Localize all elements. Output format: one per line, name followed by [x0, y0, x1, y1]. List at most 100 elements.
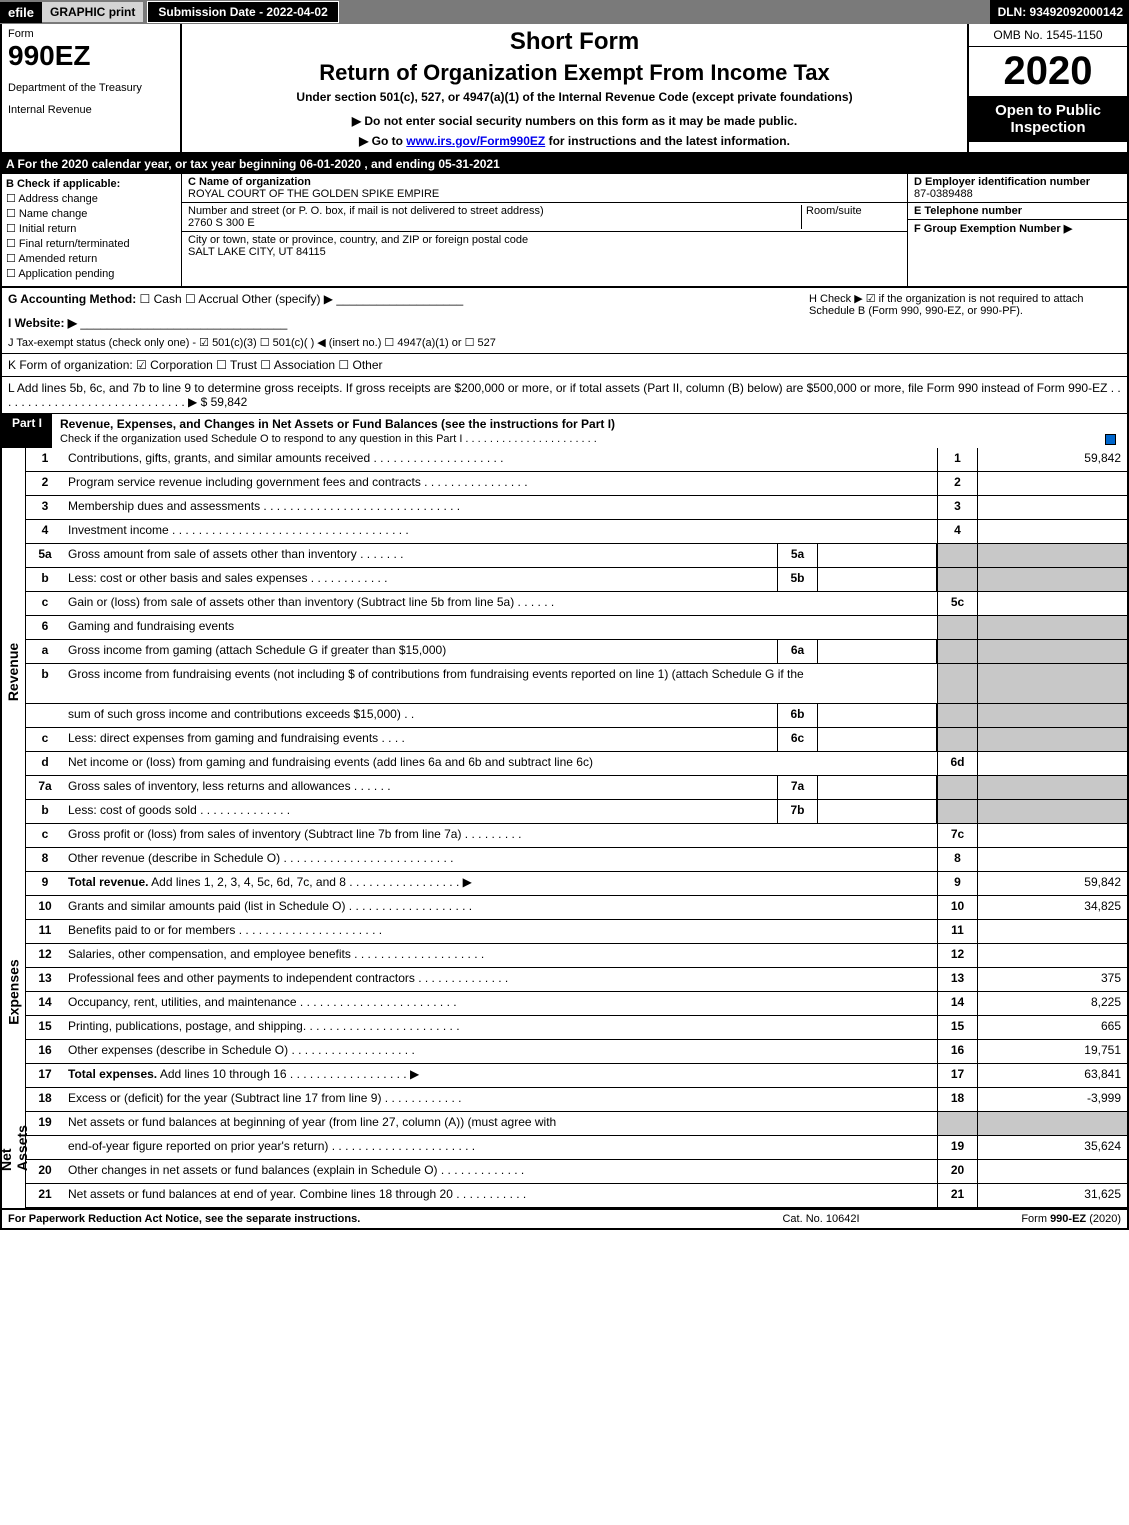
line-row: 8Other revenue (describe in Schedule O) … — [26, 848, 1127, 872]
check-address[interactable]: ☐ Address change — [6, 192, 177, 205]
form-label: Form — [8, 28, 174, 40]
gross-receipts: 59,842 — [211, 395, 248, 409]
short-form-title: Short Form — [190, 28, 959, 56]
mid-line-number: 6a — [777, 640, 817, 663]
line-number: 7a — [26, 776, 64, 799]
line-desc: Total revenue. Add lines 1, 2, 3, 4, 5c,… — [64, 872, 937, 895]
right-line-number: 19 — [937, 1136, 977, 1159]
line-desc: Net assets or fund balances at beginning… — [64, 1112, 937, 1135]
line-desc: Other changes in net assets or fund bala… — [64, 1160, 937, 1183]
irs-link[interactable]: www.irs.gov/Form990EZ — [406, 134, 545, 148]
line-row: 1Contributions, gifts, grants, and simil… — [26, 448, 1127, 472]
line-row: 19Net assets or fund balances at beginni… — [26, 1112, 1127, 1136]
line-desc: Gross income from gaming (attach Schedul… — [64, 640, 777, 663]
line-number: 16 — [26, 1040, 64, 1063]
mid-line-number: 5a — [777, 544, 817, 567]
check-final[interactable]: ☐ Final return/terminated — [6, 237, 177, 250]
line-number: 2 — [26, 472, 64, 495]
line-desc: Net income or (loss) from gaming and fun… — [64, 752, 937, 775]
line-number: 6 — [26, 616, 64, 639]
mid-value — [817, 544, 937, 567]
line-value: 665 — [977, 1016, 1127, 1039]
line-row: 3Membership dues and assessments . . . .… — [26, 496, 1127, 520]
line-number: 1 — [26, 448, 64, 471]
top-bar: efile GRAPHIC print Submission Date - 20… — [0, 0, 1129, 24]
h-check: H Check ▶ ☑ if the organization is not r… — [801, 292, 1121, 349]
line-number: 4 — [26, 520, 64, 543]
check-amended[interactable]: ☐ Amended return — [6, 252, 177, 265]
line-number: b — [26, 664, 64, 703]
mid-value — [817, 704, 937, 727]
line-value: 375 — [977, 968, 1127, 991]
line-desc: Total expenses. Add lines 10 through 16 … — [64, 1064, 937, 1087]
right-line-number: 6d — [937, 752, 977, 775]
line-value — [977, 752, 1127, 775]
check-if-applicable: B Check if applicable: ☐ Address change … — [2, 174, 182, 286]
right-line-number: 16 — [937, 1040, 977, 1063]
mid-value — [817, 568, 937, 591]
line-number: b — [26, 800, 64, 823]
right-line-number: 5c — [937, 592, 977, 615]
line-row: bGross income from fundraising events (n… — [26, 664, 1127, 704]
org-name-row: C Name of organization ROYAL COURT OF TH… — [182, 174, 907, 203]
line-value: -3,999 — [977, 1088, 1127, 1111]
section-b: B Check if applicable: ☐ Address change … — [0, 174, 1129, 288]
g-h-row: G Accounting Method: ☐ Cash ☐ Accrual Ot… — [0, 288, 1129, 354]
line-desc: sum of such gross income and contributio… — [64, 704, 777, 727]
line-number — [26, 1136, 64, 1159]
right-info: D Employer identification number 87-0389… — [907, 174, 1127, 286]
dept-treasury: Department of the Treasury — [8, 82, 174, 94]
mid-value — [817, 728, 937, 751]
line-desc: end-of-year figure reported on prior yea… — [64, 1136, 937, 1159]
line-number: b — [26, 568, 64, 591]
tax-exempt-status: J Tax-exempt status (check only one) - ☑… — [8, 336, 801, 349]
check-name[interactable]: ☐ Name change — [6, 207, 177, 220]
line-number: 19 — [26, 1112, 64, 1135]
netassets-section: Net Assets 18Excess or (deficit) for the… — [0, 1088, 1129, 1210]
line-row: 21Net assets or fund balances at end of … — [26, 1184, 1127, 1208]
form-right-block: OMB No. 1545-1150 2020 Open to Public In… — [967, 24, 1127, 152]
right-line-number: 8 — [937, 848, 977, 871]
line-number: c — [26, 592, 64, 615]
line-value — [977, 944, 1127, 967]
k-row: K Form of organization: ☑ Corporation ☐ … — [0, 354, 1129, 377]
line-number: d — [26, 752, 64, 775]
line-number: c — [26, 824, 64, 847]
line-value: 59,842 — [977, 448, 1127, 471]
phone-block: E Telephone number — [908, 203, 1127, 220]
schedule-o-check[interactable] — [1105, 434, 1116, 445]
line-desc: Occupancy, rent, utilities, and maintena… — [64, 992, 937, 1015]
dln: DLN: 93492092000142 — [990, 0, 1129, 24]
right-line-number: 10 — [937, 896, 977, 919]
revenue-side: Revenue — [2, 448, 26, 896]
line-row: 10Grants and similar amounts paid (list … — [26, 896, 1127, 920]
line-value — [977, 472, 1127, 495]
check-pending[interactable]: ☐ Application pending — [6, 267, 177, 280]
line-number: 21 — [26, 1184, 64, 1207]
line-row: 13Professional fees and other payments t… — [26, 968, 1127, 992]
do-not-enter: ▶ Do not enter social security numbers o… — [190, 114, 959, 128]
line-number — [26, 704, 64, 727]
accounting-method: G Accounting Method: ☐ Cash ☐ Accrual Ot… — [8, 292, 801, 306]
form-number: 990EZ — [8, 40, 174, 72]
line-row: dNet income or (loss) from gaming and fu… — [26, 752, 1127, 776]
line-desc: Investment income . . . . . . . . . . . … — [64, 520, 937, 543]
right-line-number: 18 — [937, 1088, 977, 1111]
check-initial[interactable]: ☐ Initial return — [6, 222, 177, 235]
efile-label: efile — [0, 2, 42, 23]
right-line-number: 9 — [937, 872, 977, 895]
line-row: sum of such gross income and contributio… — [26, 704, 1127, 728]
line-number: 9 — [26, 872, 64, 895]
submission-date: Submission Date - 2022-04-02 — [147, 1, 338, 23]
line-row: cLess: direct expenses from gaming and f… — [26, 728, 1127, 752]
line-row: aGross income from gaming (attach Schedu… — [26, 640, 1127, 664]
line-desc: Gross amount from sale of assets other t… — [64, 544, 777, 567]
line-row: 17Total expenses. Add lines 10 through 1… — [26, 1064, 1127, 1088]
line-desc: Professional fees and other payments to … — [64, 968, 937, 991]
line-value — [977, 1160, 1127, 1183]
line-row: 11Benefits paid to or for members . . . … — [26, 920, 1127, 944]
line-row: 20Other changes in net assets or fund ba… — [26, 1160, 1127, 1184]
line-number: 8 — [26, 848, 64, 871]
line-row: 18Excess or (deficit) for the year (Subt… — [26, 1088, 1127, 1112]
line-desc: Membership dues and assessments . . . . … — [64, 496, 937, 519]
